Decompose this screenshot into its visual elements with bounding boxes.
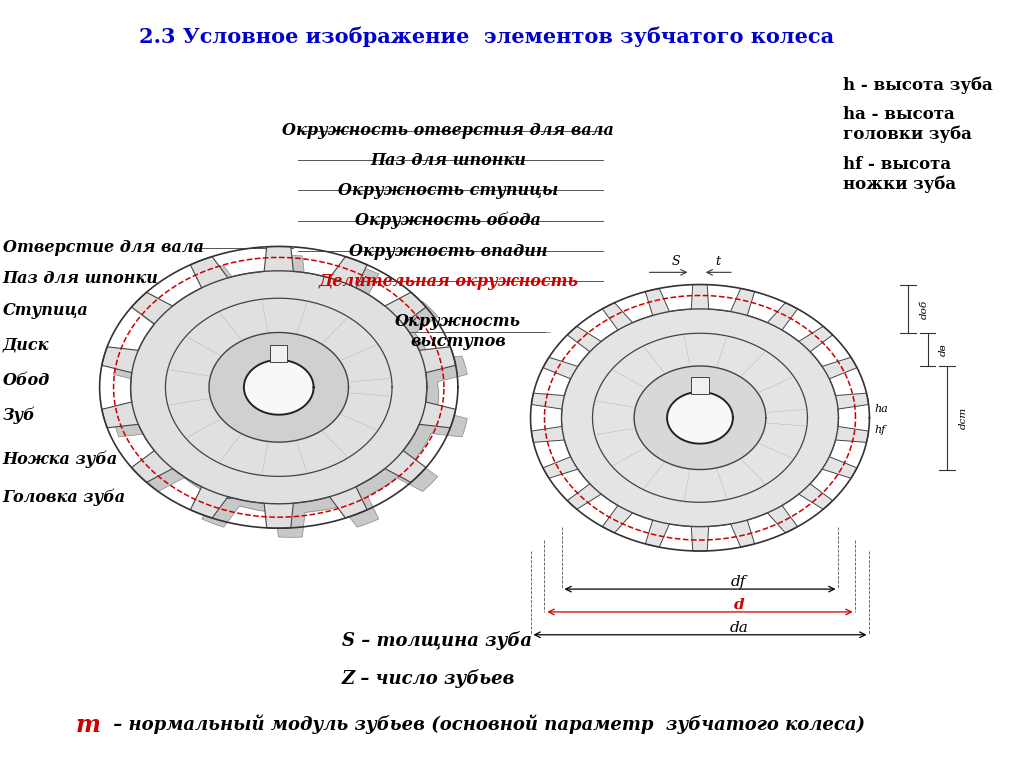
Text: m: m	[76, 713, 100, 736]
Text: hf - высота
ножки зуба: hf - высота ножки зуба	[844, 156, 956, 193]
Text: df: df	[731, 575, 746, 589]
Text: ha - высота
головки зуба: ha - высота головки зуба	[844, 106, 972, 143]
Text: t: t	[715, 255, 720, 268]
Circle shape	[244, 360, 313, 415]
Text: Отверстие для вала: Отверстие для вала	[3, 239, 204, 256]
Polygon shape	[531, 285, 868, 551]
Text: dоб: dоб	[920, 299, 929, 318]
Text: – нормальный модуль зубьев (основной параметр  зубчатого колеса): – нормальный модуль зубьев (основной пар…	[108, 715, 865, 734]
Text: S – толщина зуба: S – толщина зуба	[342, 631, 531, 650]
Bar	[270, 345, 288, 362]
Text: Зуб: Зуб	[3, 407, 36, 424]
Text: Головка зуба: Головка зуба	[3, 489, 126, 506]
Text: d: d	[733, 598, 744, 612]
Polygon shape	[101, 246, 456, 528]
Text: Паз для шпонки: Паз для шпонки	[3, 270, 159, 287]
Circle shape	[166, 298, 392, 476]
Circle shape	[209, 332, 348, 442]
Text: Окружность ступицы: Окружность ступицы	[338, 182, 558, 199]
Text: Паз для шпонки: Паз для шпонки	[371, 152, 526, 169]
Circle shape	[142, 280, 438, 513]
Text: Обод: Обод	[3, 372, 50, 389]
Text: dст: dст	[958, 407, 968, 429]
Text: S: S	[672, 255, 680, 268]
Text: Окружность обода: Окружность обода	[355, 212, 541, 229]
Text: dв: dв	[939, 344, 948, 356]
Text: hf: hf	[874, 425, 886, 435]
Text: Ступица: Ступица	[3, 302, 88, 319]
Text: Диск: Диск	[3, 337, 49, 354]
Text: Окружность впадин: Окружность впадин	[349, 242, 548, 259]
Text: Окружность
выступов: Окружность выступов	[395, 314, 521, 350]
Text: Делительная окружность: Делительная окружность	[318, 273, 579, 290]
Circle shape	[634, 366, 766, 469]
Text: 2.3 Условное изображение  элементов зубчатого колеса: 2.3 Условное изображение элементов зубча…	[139, 27, 835, 48]
Circle shape	[131, 271, 427, 504]
Text: h - высота зуба: h - высота зуба	[844, 76, 993, 94]
Text: ha: ha	[874, 404, 888, 414]
Polygon shape	[114, 255, 467, 538]
Bar	[691, 377, 709, 394]
Text: da: da	[729, 621, 749, 635]
Text: Окружность отверстия для вала: Окружность отверстия для вала	[283, 122, 614, 139]
Circle shape	[593, 333, 808, 502]
Text: Ножка зуба: Ножка зуба	[3, 451, 118, 469]
Text: Z – число зубьев: Z – число зубьев	[342, 670, 515, 689]
Circle shape	[561, 309, 839, 527]
Circle shape	[667, 392, 733, 443]
